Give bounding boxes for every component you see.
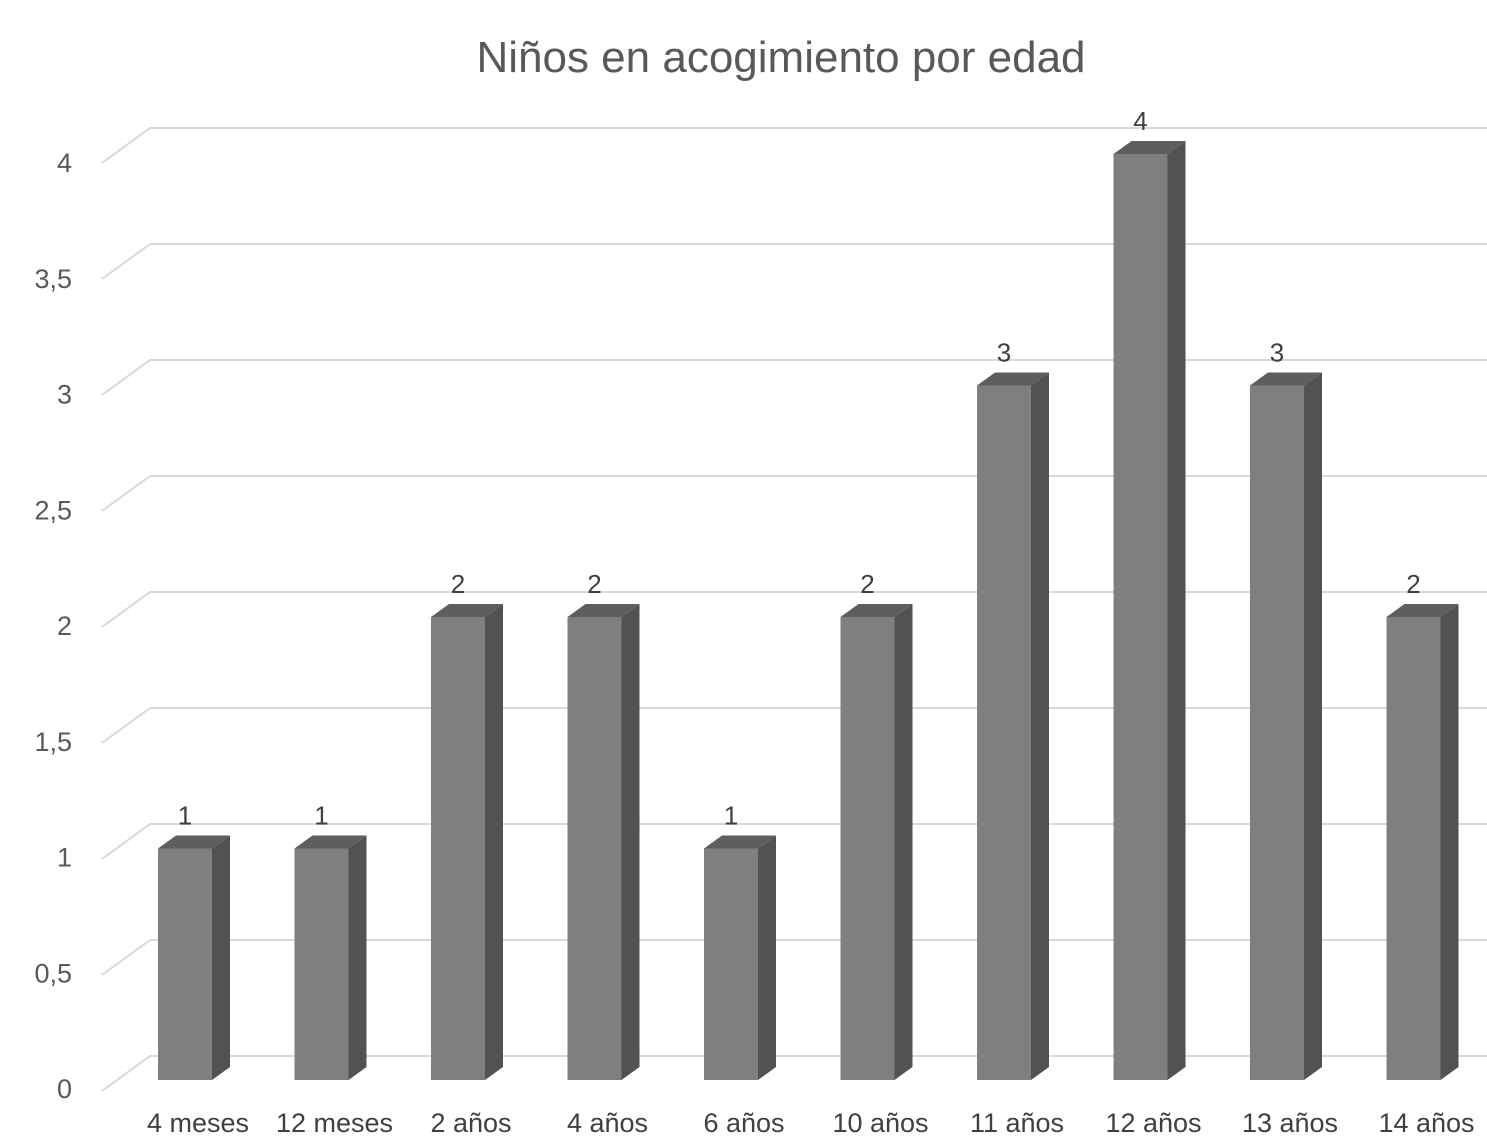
bar-top: [704, 835, 776, 849]
bar-top: [1386, 604, 1459, 617]
gridline-diagonal: [101, 591, 151, 628]
bar-front: [840, 617, 895, 1080]
bar-front: [977, 385, 1031, 1080]
bar-side: [758, 835, 776, 1080]
bar-side: [212, 835, 230, 1080]
y-tick-label: 2,5: [34, 495, 72, 525]
bar: [1113, 141, 1186, 1080]
bar-top: [1113, 141, 1186, 154]
chart-title: Niños en acogimiento por edad: [476, 33, 1085, 82]
y-tick-label: 4: [57, 148, 72, 178]
data-label: 4: [1133, 106, 1147, 136]
gridline-diagonal: [101, 939, 151, 976]
bar-side: [1304, 372, 1322, 1080]
y-axis-tick-labels: 0 0,5 1 1,5 2 2,5 3 3,5 4: [34, 148, 72, 1104]
bar-front: [1250, 385, 1304, 1080]
bar-top: [567, 604, 640, 617]
x-category-label: 10 años: [832, 1108, 928, 1138]
x-category-label: 4 meses: [147, 1108, 249, 1138]
x-category-label: 13 años: [1242, 1108, 1338, 1138]
x-axis-category-labels: 4 meses 12 meses 2 años 4 años 6 años 10 años…: [147, 1108, 1475, 1138]
x-category-label: 14 años: [1378, 1108, 1474, 1138]
y-tick-label: 1: [57, 843, 72, 873]
gridlines: [101, 127, 1487, 1092]
data-label: 1: [314, 801, 328, 831]
bar-side: [1031, 372, 1049, 1080]
bar-side: [1440, 604, 1459, 1080]
gridline-diagonal: [101, 1055, 151, 1092]
data-label: 2: [587, 569, 601, 599]
bar-front: [294, 848, 349, 1080]
gridline-diagonal: [101, 243, 151, 280]
bar-top: [1250, 372, 1322, 386]
x-category-label: 12 años: [1105, 1108, 1201, 1138]
bar: [431, 604, 503, 1080]
y-tick-label: 0: [57, 1074, 72, 1104]
bar: [704, 835, 776, 1080]
bar-front: [1113, 154, 1168, 1080]
gridline-diagonal: [101, 359, 151, 396]
bar-side: [485, 604, 503, 1080]
gridline-diagonal: [101, 707, 151, 744]
data-labels: 1 1 2 2 1 2 3 4 3 2: [178, 106, 1421, 831]
x-category-label: 12 meses: [276, 1108, 393, 1138]
data-label: 3: [1270, 338, 1284, 368]
bar: [158, 835, 230, 1080]
bar-front: [158, 848, 212, 1080]
y-tick-label: 3: [57, 380, 72, 410]
data-label: 2: [860, 569, 874, 599]
y-tick-label: 3,5: [34, 264, 72, 294]
data-label: 3: [997, 338, 1011, 368]
bar-top: [158, 835, 230, 849]
bar-front: [1386, 617, 1441, 1080]
bar-side: [621, 604, 640, 1080]
bar-front: [567, 617, 622, 1080]
bar: [567, 604, 640, 1080]
bar-top: [840, 604, 913, 617]
x-category-label: 6 años: [703, 1108, 784, 1138]
bar-top: [431, 604, 503, 617]
bar-side: [348, 835, 367, 1080]
data-label: 2: [451, 569, 465, 599]
bar-front: [431, 617, 485, 1080]
x-category-label: 4 años: [567, 1108, 648, 1138]
data-label: 2: [1406, 569, 1420, 599]
data-label: 1: [724, 801, 738, 831]
bar-side: [894, 604, 913, 1080]
bar: [294, 835, 367, 1080]
bar-side: [1167, 141, 1186, 1080]
y-tick-label: 2: [57, 611, 72, 641]
gridline-diagonal: [101, 823, 151, 860]
x-category-label: 11 años: [970, 1108, 1064, 1138]
data-label: 1: [178, 801, 192, 831]
bar: [1250, 372, 1322, 1080]
bar-top: [294, 835, 367, 849]
bar: [840, 604, 913, 1080]
bars: [158, 141, 1459, 1080]
gridline-diagonal: [101, 127, 151, 164]
gridline-diagonal: [101, 475, 151, 512]
y-tick-label: 0,5: [34, 958, 72, 988]
y-tick-label: 1,5: [34, 727, 72, 757]
bar-front: [704, 848, 758, 1080]
bar: [977, 372, 1049, 1080]
bar: [1386, 604, 1459, 1080]
x-category-label: 2 años: [430, 1108, 511, 1138]
bar-top: [977, 372, 1049, 386]
